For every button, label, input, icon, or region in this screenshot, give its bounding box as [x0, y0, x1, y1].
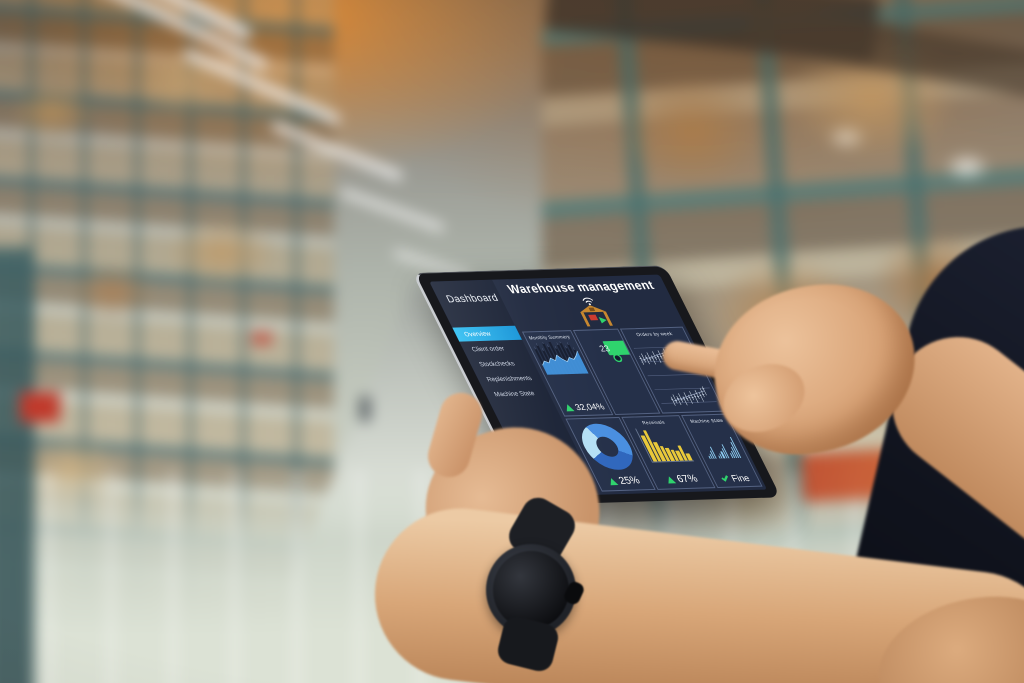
page-title: Warehouse management	[504, 277, 657, 297]
machine-state-status: Fine	[729, 472, 752, 484]
wifi-icon	[582, 297, 593, 306]
warehouse-icon	[580, 305, 613, 327]
machine-state-title: Machine State	[689, 417, 725, 424]
header-icons	[572, 295, 614, 327]
receivals-value-row: 67%	[651, 473, 714, 489]
trend-up-icon	[665, 476, 677, 484]
donut-value-row: 25%	[595, 475, 654, 491]
trend-up-icon	[607, 477, 619, 486]
check-icon	[721, 473, 729, 482]
app-header: Warehouse management	[492, 275, 686, 332]
sidebar-item-client-order[interactable]: Client order	[470, 344, 506, 353]
sidebar-title: Dashboard	[444, 292, 501, 306]
deliveries-count: 23	[597, 343, 612, 354]
sidebar-item-replenishments[interactable]: Replenishments	[485, 374, 534, 383]
machine-state-status-row: Fine	[712, 473, 762, 487]
panel-monthly-summary[interactable]: Monthly Summary 32,04%	[521, 330, 614, 417]
monthly-summary-chart	[533, 340, 589, 375]
receivals-bar-chart	[635, 427, 695, 463]
sidebar-item-stockchecks[interactable]: Stockchecks	[477, 359, 516, 368]
sidebar-item-machine-state[interactable]: Machine State	[492, 389, 536, 398]
red-sign	[252, 332, 272, 345]
monthly-summary-value-row: 32,04%	[559, 401, 612, 415]
monthly-summary-title: Monthly Summary	[527, 333, 571, 340]
donut-value: 25%	[616, 475, 643, 487]
receivals-value: 67%	[674, 473, 700, 486]
sidebar-item-overview[interactable]: Overview	[452, 325, 522, 342]
distant-worker	[360, 396, 370, 422]
receivals-title: Receivals	[641, 419, 666, 426]
red-sign	[20, 392, 60, 422]
monthly-summary-value: 32,04%	[573, 401, 607, 413]
rack-post	[0, 247, 34, 683]
trend-up-icon	[563, 403, 575, 412]
